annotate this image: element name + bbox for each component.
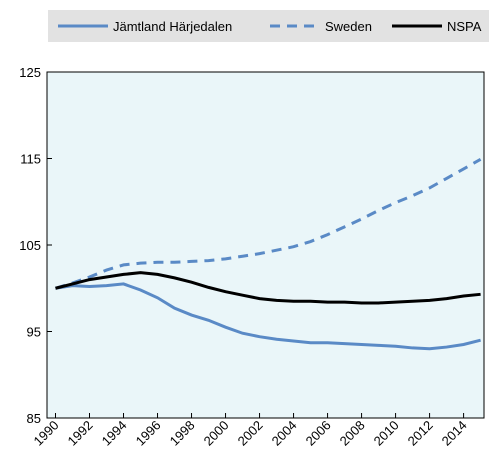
x-tick-label: 2002 xyxy=(235,418,266,449)
x-tick-label: 2004 xyxy=(269,418,300,449)
x-tick-label: 1994 xyxy=(99,418,130,449)
series-line xyxy=(55,158,482,290)
legend-label: Sweden xyxy=(325,19,372,34)
y-tick-label: 115 xyxy=(20,152,41,167)
x-tick-label: 2008 xyxy=(337,418,368,449)
x-tick-label: 2010 xyxy=(371,418,402,449)
x-tick-label: 1992 xyxy=(65,418,96,449)
x-tick-label: 2000 xyxy=(201,418,232,449)
series-line xyxy=(55,282,481,351)
legend-label: Jämtland Härjedalen xyxy=(113,19,232,34)
x-tick-label: 2012 xyxy=(405,418,436,449)
x-tick-label: 1996 xyxy=(133,418,164,449)
x-tick-label: 2006 xyxy=(303,418,334,449)
y-tick-label: 125 xyxy=(19,65,41,80)
y-tick-label: 95 xyxy=(27,325,41,340)
x-tick-label: 2014 xyxy=(439,418,470,449)
y-tick-label: 85 xyxy=(27,411,41,426)
y-tick-label: 105 xyxy=(19,238,41,253)
legend-label: NSPA xyxy=(447,19,482,34)
plot-area xyxy=(46,71,485,419)
series-line xyxy=(55,271,481,305)
x-tick-label: 1998 xyxy=(167,418,198,449)
